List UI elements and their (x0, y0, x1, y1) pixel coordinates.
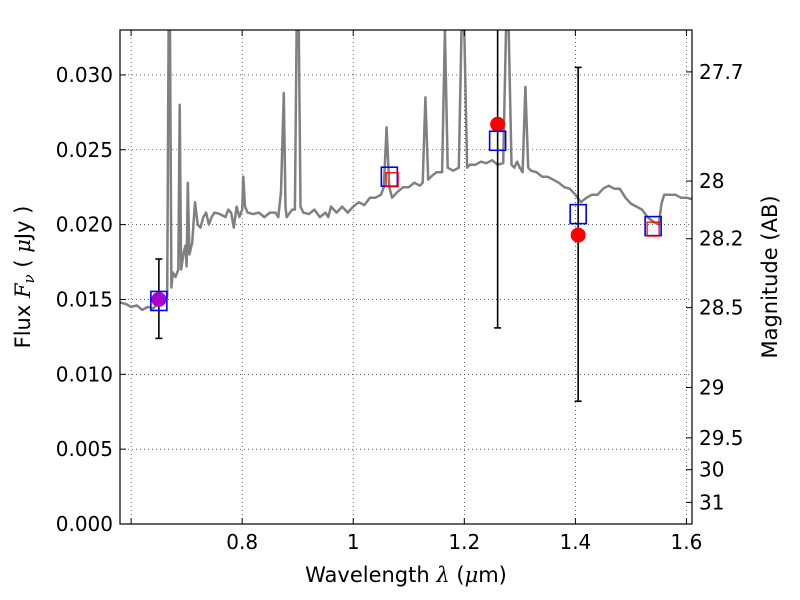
y2-tick-label: 30 (699, 458, 724, 482)
y2-tick-label: 28.2 (699, 227, 744, 251)
observed-flux-point (570, 227, 586, 243)
y-tick-label: 0.025 (56, 138, 113, 162)
plot-frame (119, 29, 693, 525)
synthetic-photometry-square (646, 221, 660, 237)
y2-tick-label: 28.5 (699, 296, 744, 320)
model-photometry-square (569, 203, 587, 225)
synthetic-photometry-square (385, 172, 399, 188)
observed-flux-point (151, 291, 167, 307)
y2-tick-label: 31 (699, 490, 724, 514)
y-tick-label: 0.030 (56, 63, 113, 87)
y2-tick-label: 28 (699, 169, 724, 193)
y-tick-label: 0.005 (56, 437, 113, 461)
y2-tick-label: 29.5 (699, 426, 744, 450)
observed-flux-point (490, 116, 506, 132)
x-axis-title: Wavelength λ (μm) (305, 563, 507, 587)
y2-tick-label: 27.7 (699, 60, 744, 84)
x-tick-label: 0.8 (226, 530, 258, 554)
x-tick-label: 1.6 (671, 530, 703, 554)
model-photometry-square (150, 290, 168, 312)
y-tick-label: 0.015 (56, 287, 113, 311)
y-tick-label: 0.020 (56, 213, 113, 237)
x-tick-label: 1.2 (448, 530, 480, 554)
x-tick-label: 1 (347, 530, 360, 554)
grid (120, 30, 692, 524)
y-tick-label: 0.000 (56, 512, 113, 536)
x-tick-label: 1.4 (559, 530, 591, 554)
tick-labels: 0.8 1 1.2 1.4 1.6 0.000 0.005 0.010 0.015 0.020 0.… (56, 60, 744, 554)
y-axis-title: Flux Fν ( μJy ) (11, 206, 38, 349)
error-bar (494, 30, 502, 329)
spectrum-line (120, 30, 692, 312)
model-photometry-square (488, 130, 507, 152)
axis-ticks (120, 30, 692, 525)
y2-tick-label: 29 (699, 375, 724, 399)
y-tick-label: 0.010 (56, 362, 113, 386)
spectrum-series (120, 30, 692, 312)
y2-axis-title: Magnitude (AB) (758, 195, 782, 358)
error-bars (155, 30, 582, 403)
data-markers (150, 116, 662, 312)
